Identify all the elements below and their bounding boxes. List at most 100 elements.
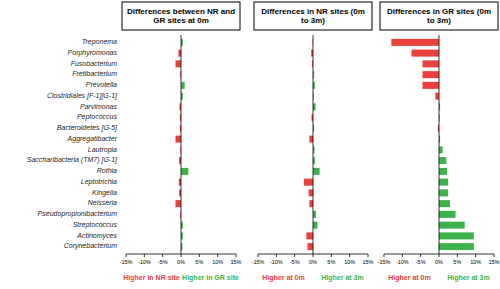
category-label: Streptococcus [73,221,118,229]
text-line: Higher at 3m [321,274,363,282]
panel: Differences in NR sites (0mto 3m) -15% -10… [252,2,374,282]
bars [304,39,320,250]
bars [391,39,474,250]
tick-mark [199,254,200,257]
bar [313,211,316,218]
bar [439,200,450,207]
bar [412,50,440,57]
tick-mark [236,254,237,257]
tick-mark [420,254,421,257]
panel-title: Differences in NR sites (0mto 3m) [261,7,365,25]
tick-mark [144,254,145,257]
bar [439,179,448,186]
tick-label: -15% [120,259,133,265]
title-box [254,2,372,30]
category-label: Peptococcus [77,113,118,121]
tick-mark [276,254,277,257]
tick-mark [258,254,259,257]
text-line: Higher at 0m [388,274,430,282]
tick-mark [439,254,440,257]
category-label: Clostridiales [F-1][G-1] [47,92,118,100]
tick-label: -10% [396,259,409,265]
category-label: Treponema [82,38,117,46]
bar [309,136,313,143]
tick-mark [217,254,218,257]
tick-mark [368,254,369,257]
bar [391,39,439,46]
tick-label: -5% [290,259,300,265]
category-label: Lautropia [88,146,117,154]
tick-mark [313,254,314,257]
bar [308,243,314,250]
annotation: Higher in NR site [123,274,180,282]
tick-label: -10% [270,259,283,265]
bar [181,82,185,89]
tick-label: -5% [416,259,426,265]
tick-label: 5% [453,259,461,265]
category-label: Aggregatibacter [67,135,118,143]
bar [306,232,313,239]
tick-mark [181,254,182,257]
bar [309,200,313,207]
tick-label: 15% [230,259,241,265]
category-label: Corynebacterium [64,242,117,250]
bar [176,136,182,143]
tick-label: 0% [177,259,185,265]
tick-label: -15% [378,259,391,265]
tick-label: 0% [435,259,443,265]
annotation: Higher at 3m [447,274,489,282]
tick-mark [162,254,163,257]
category-label: Parvimonas [80,103,117,110]
text-line: Differences between NR and [127,7,235,16]
category-label: Leptotrichia [81,178,117,186]
bar [439,243,474,250]
bar [313,168,320,175]
zero-line [313,35,314,254]
category-label: Fusobacterium [71,60,117,67]
tick-label: 10% [344,259,355,265]
panel-title: Differences between NR andGR sites at 0m [127,7,235,25]
annotation: Higher in GR site [182,274,239,282]
bar [423,82,440,89]
bars [176,39,189,250]
tick-mark [402,254,403,257]
tick-mark [384,254,385,257]
category-labels: Treponema Porphyromonas Fusobacterium Freti… [27,38,118,250]
tick-mark [349,254,350,257]
tick-label: -5% [158,259,168,265]
tick-mark [475,254,476,257]
chart-root: Treponema Porphyromonas Fusobacterium Freti… [0,0,500,289]
panel-title: Differences in GR sites (0mto 3m) [387,7,491,25]
category-label: Fretibacterium [72,70,117,77]
text-line: Differences in GR sites (0m [387,7,491,16]
category-label: Prevotella [86,81,117,88]
tick-mark [126,254,127,257]
category-label: Bacteroidetes [G-5] [57,124,118,132]
tick-label: 0% [309,259,317,265]
text-line: to 3m) [427,16,451,25]
title-box [380,2,498,30]
bar [439,211,456,218]
tick-label: 15% [488,259,499,265]
zero-line [439,35,440,254]
bar [304,179,313,186]
tick-label: -15% [252,259,265,265]
annotation: Higher at 0m [388,274,430,282]
category-label: Kingella [92,189,117,197]
annotation: Higher at 3m [321,274,363,282]
text-line: Higher in NR site [123,274,180,282]
category-label: Porphyromonas [68,49,118,57]
tick-label: 10% [212,259,223,265]
tick-label: 15% [362,259,373,265]
tick-mark [331,254,332,257]
tick-mark [457,254,458,257]
bar [435,93,439,100]
tick-label: 5% [195,259,203,265]
category-label: Saccharibacteria (TM7) [G-1] [27,156,118,164]
panel: Differences between NR andGR sites at 0m… [120,2,242,282]
text-line: Differences in NR sites (0m [261,7,365,16]
bar [423,71,440,78]
panel: Differences in GR sites (0mto 3m) -15% -10… [378,2,500,282]
text-line: GR sites at 0m [153,16,209,25]
text-line: Higher at 0m [262,274,304,282]
